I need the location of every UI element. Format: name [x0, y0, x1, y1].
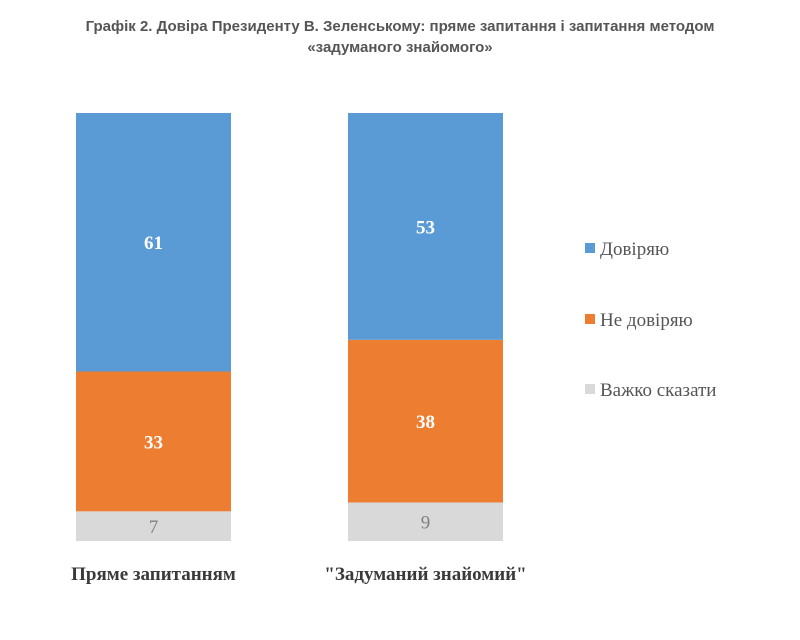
- bars-group: [76, 113, 503, 541]
- category-label-2: "Задуманий знайомий": [324, 564, 526, 585]
- bar-segment-2-series-3: [348, 502, 503, 541]
- data-label-2-series-2: 38: [416, 412, 435, 433]
- bar-segment-1-series-1: [76, 113, 231, 372]
- data-label-2-series-3: 9: [421, 513, 431, 534]
- chart-title-line-2: «задуманого знайомого»: [307, 39, 493, 56]
- legend-label-3: Важко сказати: [600, 380, 716, 401]
- bar-segment-1-series-3: [76, 511, 231, 541]
- data-label-1-series-1: 61: [144, 233, 163, 254]
- legend-swatch-3: [585, 384, 595, 394]
- data-label-1-series-3: 7: [149, 517, 159, 538]
- bar-segment-2-series-1: [348, 113, 503, 340]
- bar-segment-2-series-2: [348, 339, 503, 503]
- chart-title-line-1: Графік 2. Довіра Президенту В. Зеленсько…: [85, 18, 715, 35]
- legend-label-2: Не довіряю: [600, 310, 693, 331]
- legend-swatch-1: [585, 243, 595, 253]
- data-label-1-series-2: 33: [144, 432, 163, 453]
- bar-segment-1-series-2: [76, 371, 231, 512]
- legend-label-1: Довіряю: [600, 239, 669, 260]
- category-label-1: Пряме запитанням: [71, 564, 236, 585]
- segment-labels-group: 7 33 61 9 38 53: [144, 217, 435, 538]
- data-label-2-series-1: 53: [416, 217, 435, 238]
- legend: Довіряю Не довіряю Важко сказати: [585, 239, 716, 401]
- legend-swatch-2: [585, 314, 595, 324]
- category-labels-group: Пряме запитанням "Задуманий знайомий": [71, 564, 527, 585]
- chart-title: Графік 2. Довіра Президенту В. Зеленсько…: [0, 16, 800, 58]
